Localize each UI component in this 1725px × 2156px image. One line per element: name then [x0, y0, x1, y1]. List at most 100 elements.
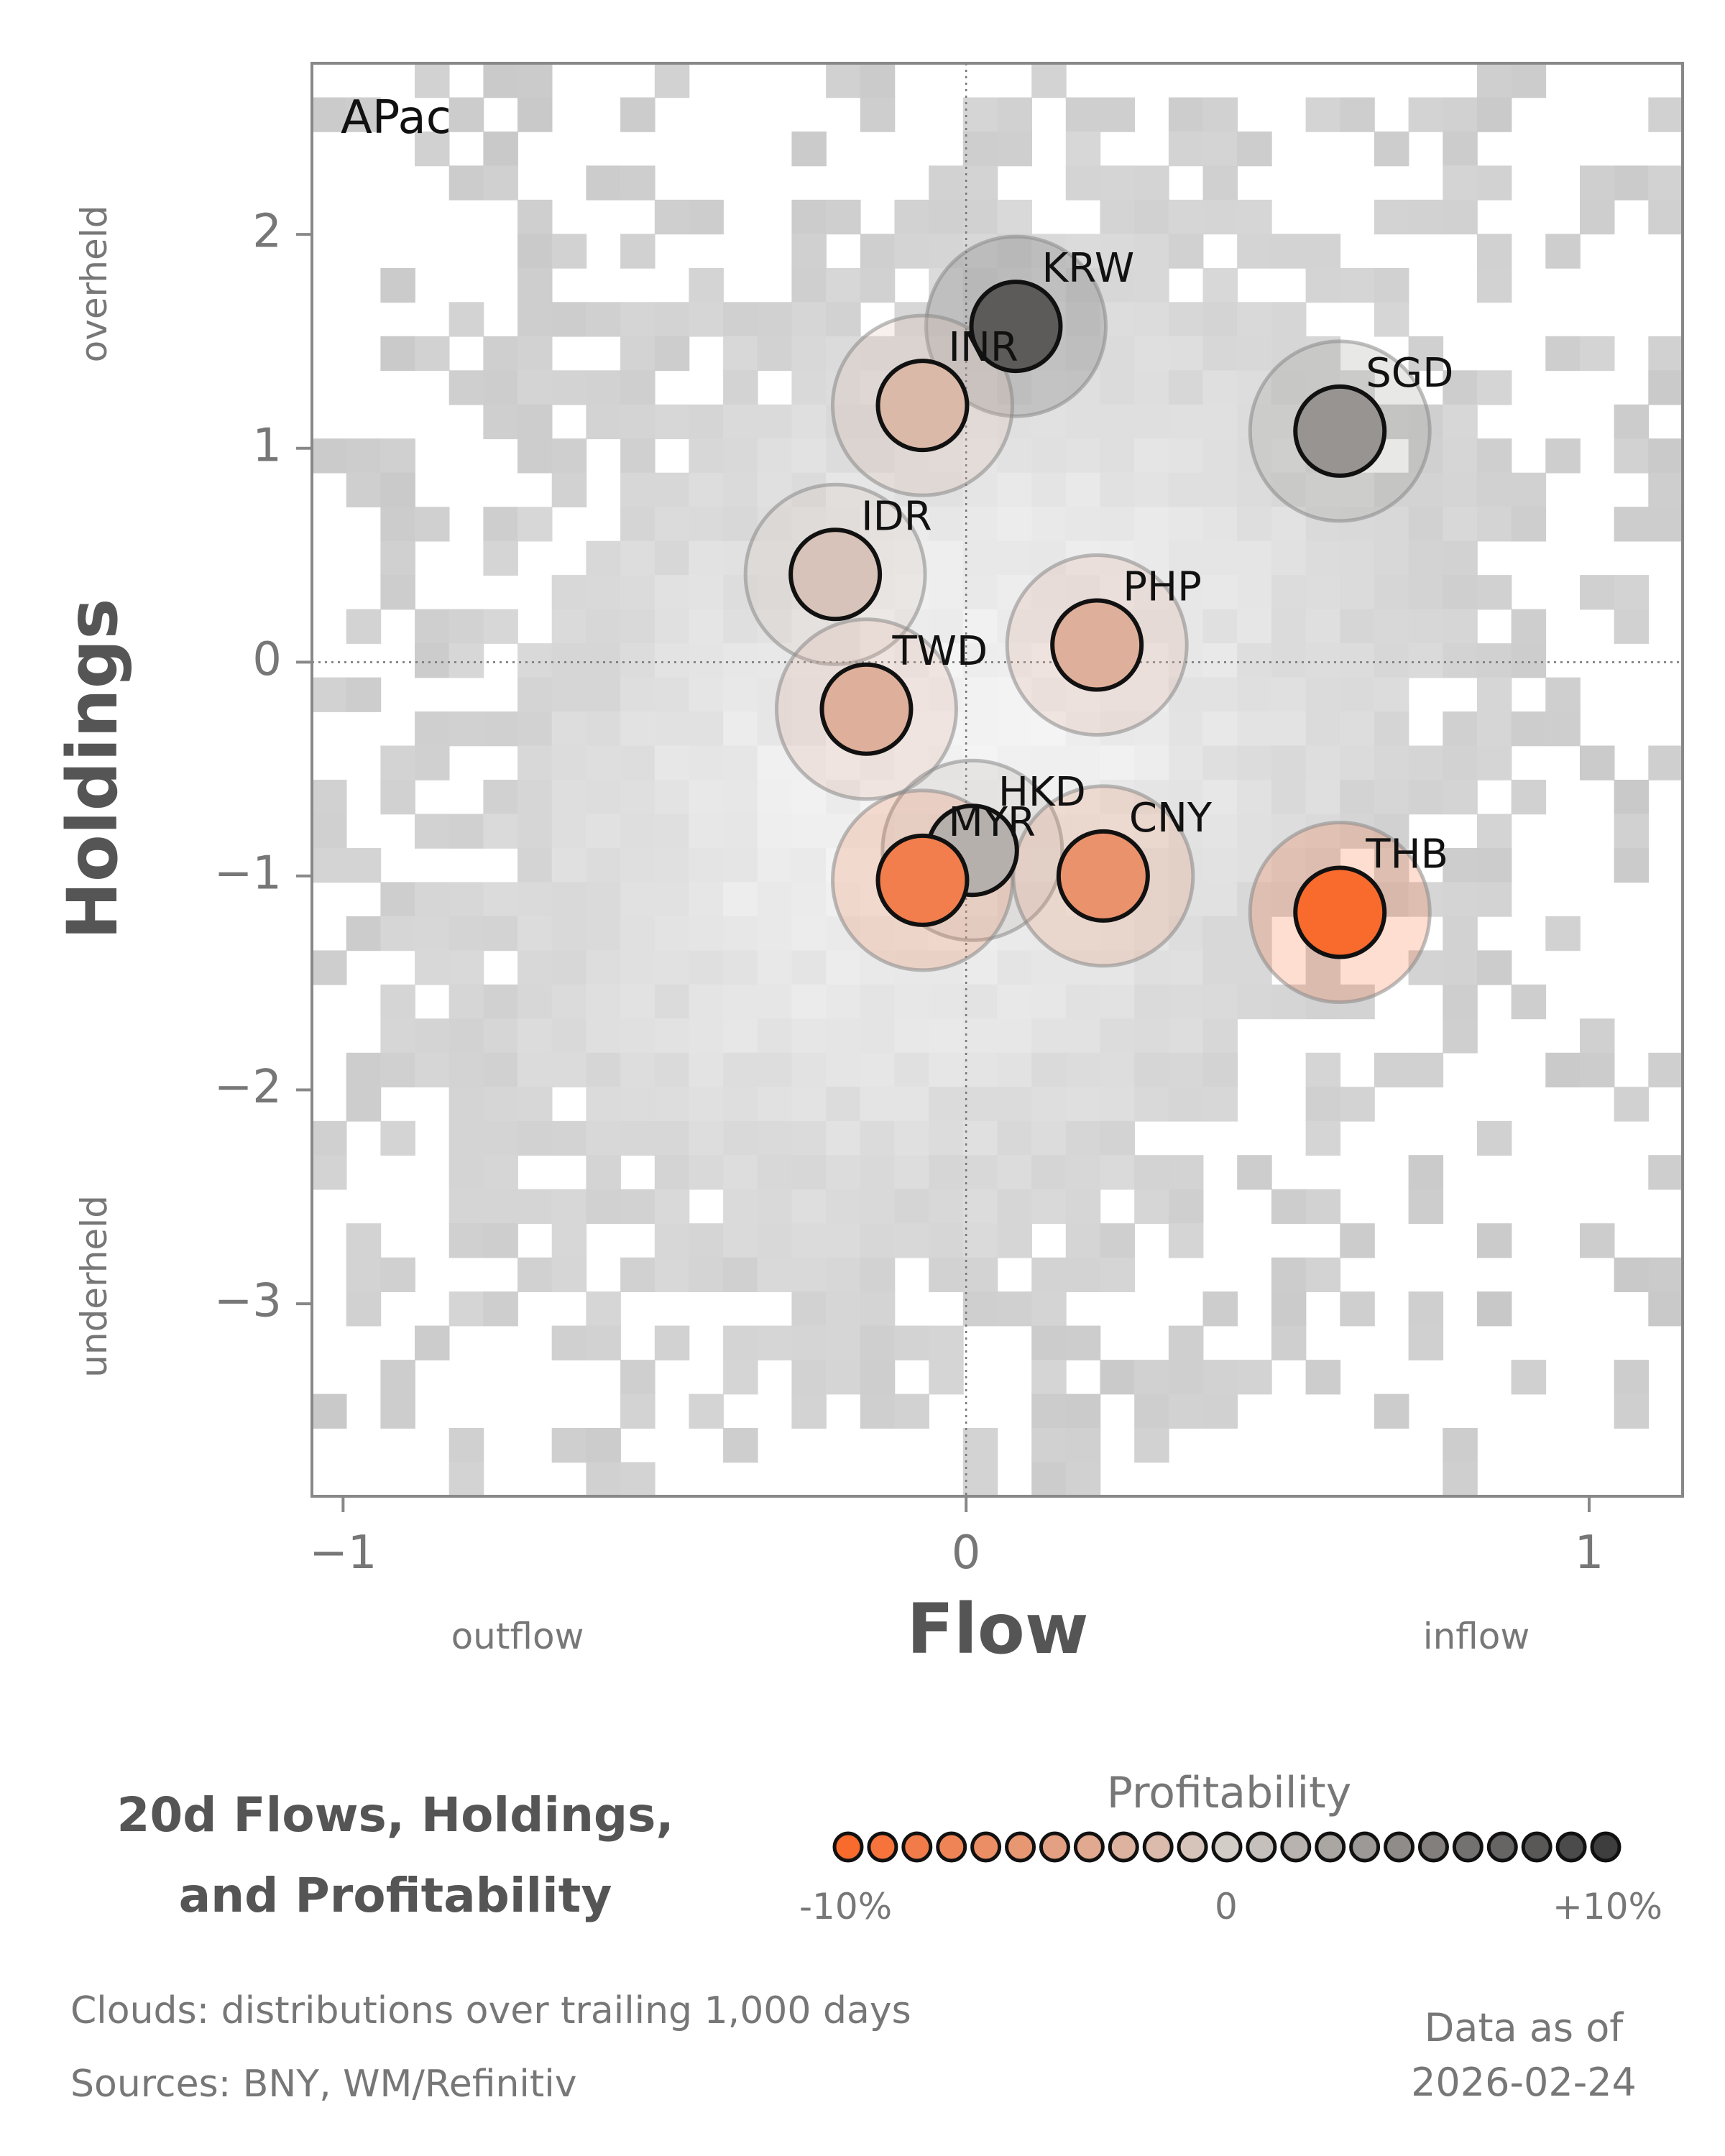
cloud-cell [894, 1018, 929, 1054]
cloud-cell [1580, 165, 1615, 201]
cloud-cell [1476, 814, 1512, 849]
cloud-cell [1065, 1120, 1101, 1156]
cloud-cell [1202, 165, 1238, 201]
cloud-cell [1202, 882, 1238, 917]
cloud-cell [1305, 745, 1341, 780]
cloud-cell [1511, 507, 1547, 542]
cloud-cell [654, 1120, 690, 1156]
cloud-cell [518, 745, 553, 780]
cloud-cell [962, 1257, 998, 1292]
cloud-cell [997, 643, 1032, 678]
cloud-cell [518, 302, 553, 337]
cloud-cell [483, 63, 518, 98]
cloud-cell [826, 1291, 861, 1327]
point-label-hkd: HKD [998, 769, 1086, 816]
cloud-cell [346, 1291, 382, 1327]
cloud-cell [1614, 575, 1650, 610]
reference-lines [312, 63, 1683, 1496]
cloud-cell [551, 643, 587, 678]
cloud-cell [1443, 950, 1478, 985]
cloud-cell [997, 370, 1032, 405]
cloud-cell [551, 609, 587, 644]
y-tick-label: −2 [214, 1061, 282, 1114]
cloud-cell [894, 1155, 929, 1190]
cloud-cell [723, 643, 758, 678]
cloud-cell [448, 1155, 484, 1190]
cloud-cell [586, 540, 621, 576]
cloud-cell [1065, 1155, 1101, 1190]
cloud-cell [586, 404, 621, 440]
cloud-cell [620, 165, 656, 201]
cloud-cell [1168, 745, 1204, 780]
cloud-cell [620, 814, 656, 849]
y-tick-label: 1 [252, 419, 282, 472]
cloud-cell [1580, 336, 1615, 372]
cloud-cell [1065, 132, 1101, 167]
cloud-cell [1031, 1462, 1067, 1496]
point-inr [875, 359, 970, 453]
cloud-cell [654, 814, 690, 849]
cloud-cell [723, 745, 758, 780]
cloud-cell [1031, 1018, 1067, 1054]
cloud-cell [1271, 472, 1307, 507]
cloud-cell [1168, 950, 1204, 985]
cloud-cell [894, 984, 929, 1020]
cloud-cell [620, 575, 656, 610]
cloud-cell [312, 97, 347, 132]
cloud-cell [380, 984, 415, 1020]
cloud-cell [551, 814, 587, 849]
cloud-cell [415, 711, 450, 747]
cloud-cell [723, 780, 758, 815]
cloud-cell [1443, 370, 1478, 405]
cloud-cell [1202, 814, 1238, 849]
cloud-cell [1065, 1428, 1101, 1463]
cloud-cell [1443, 165, 1478, 201]
cloud-cell [1476, 370, 1512, 405]
plot-frame [310, 62, 1684, 1498]
cloud-cell [620, 97, 656, 132]
cloud-cell [1202, 1018, 1238, 1054]
cloud-cell [1237, 132, 1272, 167]
cloud-cell [620, 1018, 656, 1054]
colorbar-tick-max: +10% [1552, 1886, 1663, 1927]
cloud-cell [586, 575, 621, 610]
y-tick-label: −3 [214, 1275, 282, 1328]
cloud-cell [1476, 234, 1512, 269]
cloud-cell [791, 745, 827, 780]
cloud-cell [551, 950, 587, 985]
cloud-cell [791, 1120, 827, 1156]
cloud-cell [962, 1291, 998, 1327]
cloud-cell [1202, 1360, 1238, 1395]
cloud-cell [1340, 711, 1375, 747]
x-tick-label: 1 [1575, 1526, 1604, 1580]
cloud-cell [1271, 1257, 1307, 1292]
cloud-cell [551, 1257, 587, 1292]
colorbar-swatch [901, 1831, 933, 1863]
cloud-cell [1100, 745, 1135, 780]
x-hint-outflow: outflow [451, 1616, 584, 1657]
cloud-cell [1202, 1393, 1238, 1429]
cloud-cell [1134, 404, 1169, 440]
cloud-cell [448, 302, 484, 337]
x-tick-label: 0 [952, 1526, 981, 1580]
cloud-cell [312, 1393, 347, 1429]
cloud-cell [1614, 1360, 1650, 1395]
cloud-cell [518, 1120, 553, 1156]
cloud-cell [962, 1462, 998, 1496]
cloud-cell [518, 814, 553, 849]
cloud-cell [1237, 609, 1272, 644]
cloud-cell [1648, 97, 1683, 132]
cloud-cell [586, 1018, 621, 1054]
cloud-cell [551, 302, 587, 337]
cloud-cell [1168, 132, 1204, 167]
cloud-cell [894, 1223, 929, 1258]
cloud-cell [1065, 916, 1101, 952]
cloud-cell [1648, 507, 1683, 542]
cloud-cell [380, 1257, 415, 1292]
cloud-cell [791, 1360, 827, 1395]
cloud-cell [860, 1052, 896, 1088]
cloud-cell [1614, 1393, 1650, 1429]
cloud-cell [483, 132, 518, 167]
colorbar-swatch [1486, 1831, 1518, 1863]
cloud-cell [1443, 1462, 1478, 1496]
